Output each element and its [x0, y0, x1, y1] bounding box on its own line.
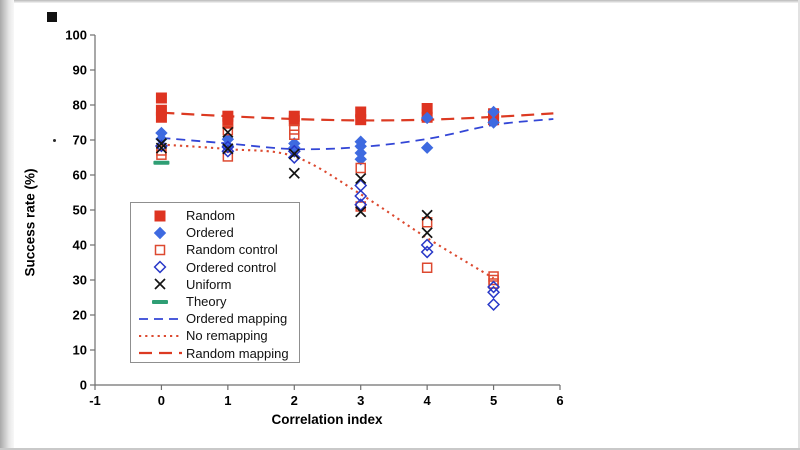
- y-axis-title: Success rate (%): [22, 168, 38, 277]
- x-tick-label: 1: [224, 393, 231, 408]
- legend-item-no-remapping: No remapping: [137, 327, 299, 344]
- y-tick-label: 80: [73, 98, 87, 113]
- legend-label: Theory: [186, 294, 227, 310]
- legend-item-random: Random: [137, 207, 299, 224]
- legend-swatch: [139, 317, 182, 320]
- series-ordered-control: [154, 139, 501, 311]
- legend-label: Random control: [186, 242, 278, 258]
- legend-item-ordered-control: Ordered control: [137, 259, 299, 276]
- series-uniform: [155, 126, 433, 239]
- legend-item-random-mapping: Random mapping: [137, 345, 299, 362]
- legend-swatch: [139, 334, 182, 337]
- x-axis-title: Correlation index: [271, 412, 383, 427]
- legend-item-theory: Theory: [137, 293, 299, 310]
- series-random: [155, 92, 500, 129]
- legend-item-uniform: Uniform: [137, 276, 299, 293]
- x-tick-label: 3: [357, 393, 364, 408]
- stray-dot: [53, 139, 56, 142]
- legend-item-random-control: Random control: [137, 241, 299, 258]
- legend-swatch: [153, 260, 167, 274]
- y-tick-label: 20: [73, 308, 87, 323]
- legend-swatch: [154, 244, 166, 256]
- y-tick-label: 90: [73, 63, 87, 78]
- legend-item-ordered-mapping: Ordered mapping: [137, 310, 299, 327]
- x-tick-label: -1: [89, 393, 101, 408]
- y-tick-label: 0: [80, 378, 87, 393]
- x-tick-label: 5: [490, 393, 497, 408]
- legend: Random Ordered Random control Ordered contr…: [130, 202, 300, 363]
- slide-edge-left: [0, 0, 14, 450]
- legend-swatch: [153, 226, 167, 239]
- slide-marker: [47, 12, 57, 22]
- legend-label: Random mapping: [186, 345, 289, 361]
- legend-swatch: [154, 210, 166, 222]
- y-tick-label: 60: [73, 168, 87, 183]
- legend-label: Uniform: [186, 276, 232, 292]
- legend-label: Ordered mapping: [186, 311, 288, 327]
- x-tick-label: 6: [556, 393, 563, 408]
- legend-swatch: [152, 299, 168, 304]
- x-tick-label: 0: [158, 393, 165, 408]
- legend-swatch: [139, 351, 182, 355]
- series-theory: [153, 160, 170, 165]
- y-tick-label: 70: [73, 133, 87, 148]
- y-tick-label: 40: [73, 238, 87, 253]
- y-tick-label: 10: [73, 343, 87, 358]
- legend-label: Random: [186, 208, 236, 224]
- y-tick-label: 50: [73, 203, 87, 218]
- slide-edge-top: [0, 0, 800, 3]
- y-tick-label: 100: [65, 28, 87, 43]
- legend-label: No remapping: [186, 328, 268, 344]
- x-tick-label: 2: [291, 393, 298, 408]
- slide-edge-bottom: [0, 448, 800, 450]
- legend-swatch: [154, 278, 166, 290]
- legend-label: Ordered control: [186, 259, 277, 275]
- y-tick-label: 30: [73, 273, 87, 288]
- slide-edge-right: [798, 0, 800, 450]
- legend-label: Ordered: [186, 225, 234, 241]
- legend-item-ordered: Ordered: [137, 224, 299, 241]
- x-tick-label: 4: [424, 393, 432, 408]
